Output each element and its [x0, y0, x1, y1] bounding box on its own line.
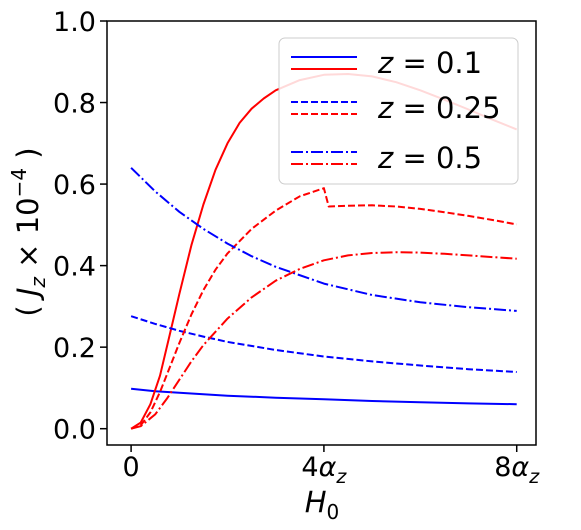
y-axis-label: ( Jz × 10−4 ) [7, 147, 50, 316]
legend-label-z-0.1: z = 0.1 [377, 46, 482, 80]
legend: z = 0.1 z = 0.25 z = 0.5 [278, 37, 519, 185]
series-line-blue-z0.1 [130, 387, 517, 406]
x-tick-label: 8αz [494, 452, 540, 488]
y-tick-label: 0.6 [53, 170, 96, 201]
series-line-red-z0.25 [130, 187, 517, 430]
y-tick-label: 0.2 [53, 333, 96, 364]
series-line-blue-z0.25 [130, 315, 517, 373]
tick-layer: 0 4αz 8αz 0.0 0.2 0.4 0.6 0.8 1.0 [53, 7, 540, 488]
legend-entry-z-0.25: z = 0.25 [291, 91, 501, 125]
legend-entry-z-0.5: z = 0.5 [291, 141, 482, 175]
x-axis-label: H0 [305, 485, 340, 524]
x-tick-label: 4αz [301, 452, 347, 488]
y-tick-label: 0.4 [53, 252, 96, 283]
y-tick-label: 1.0 [53, 7, 96, 38]
y-tick-label: 0.8 [53, 89, 96, 120]
series-line-blue-z0.5 [130, 167, 517, 312]
series-line-red-z0.5 [130, 251, 517, 430]
legend-entry-z-0.1: z = 0.1 [291, 46, 482, 80]
x-tick-label: 0 [123, 452, 140, 483]
legend-label-z-0.25: z = 0.25 [377, 91, 501, 125]
legend-box [278, 37, 519, 185]
y-tick-label: 0.0 [53, 415, 96, 446]
legend-label-z-0.5: z = 0.5 [377, 141, 482, 175]
